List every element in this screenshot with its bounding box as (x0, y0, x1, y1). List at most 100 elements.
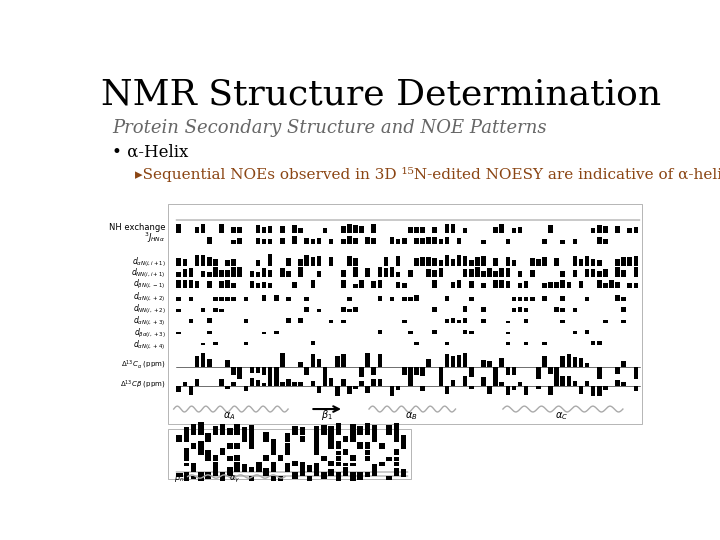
Bar (359, 367, 364, 377)
Bar (354, 386, 358, 389)
Bar (201, 224, 205, 233)
Bar (579, 358, 583, 367)
Bar (305, 254, 309, 266)
Bar (343, 470, 348, 476)
Bar (198, 422, 204, 435)
Text: $\alpha_B$: $\alpha_B$ (405, 410, 417, 422)
Bar (310, 341, 315, 345)
Bar (579, 386, 583, 394)
Bar (567, 281, 571, 288)
Bar (377, 280, 382, 288)
Bar (377, 267, 382, 277)
Bar (250, 367, 254, 373)
Bar (205, 450, 211, 455)
Bar (548, 282, 553, 288)
Bar (390, 267, 395, 277)
Bar (336, 423, 341, 435)
Bar (343, 467, 348, 471)
Bar (262, 383, 266, 386)
Bar (235, 443, 240, 449)
Bar (191, 463, 197, 471)
Bar (463, 256, 467, 266)
Bar (420, 386, 425, 391)
Text: $d_{\beta N(i,-1)}$: $d_{\beta N(i,-1)}$ (133, 278, 166, 291)
Bar (530, 270, 534, 277)
Bar (390, 297, 395, 301)
Text: $\alpha_A$: $\alpha_A$ (223, 410, 235, 422)
Bar (603, 282, 608, 288)
Bar (225, 260, 230, 266)
Bar (634, 367, 638, 380)
Bar (298, 228, 303, 233)
Bar (347, 297, 351, 301)
Bar (280, 353, 284, 367)
Bar (205, 471, 211, 480)
Bar (414, 238, 419, 244)
Bar (524, 307, 528, 312)
Bar (189, 319, 193, 323)
Bar (377, 354, 382, 367)
Bar (262, 282, 266, 288)
Bar (560, 320, 565, 323)
Bar (512, 308, 516, 312)
Bar (463, 353, 467, 367)
Bar (372, 379, 376, 386)
Bar (481, 256, 486, 266)
Bar (572, 381, 577, 386)
Bar (213, 308, 217, 312)
Bar (408, 296, 413, 301)
Bar (201, 308, 205, 312)
Bar (627, 228, 632, 233)
Bar (329, 378, 333, 386)
Bar (616, 295, 620, 301)
Bar (505, 367, 510, 375)
Bar (310, 239, 315, 244)
Bar (274, 378, 279, 386)
Bar (285, 463, 290, 471)
Bar (347, 224, 351, 233)
Bar (372, 367, 376, 375)
Bar (354, 225, 358, 233)
Bar (469, 297, 474, 301)
Bar (572, 269, 577, 277)
Bar (256, 272, 261, 277)
Bar (328, 469, 334, 476)
Bar (219, 379, 224, 386)
Bar (274, 367, 279, 381)
Bar (394, 449, 399, 455)
Bar (387, 424, 392, 435)
Bar (372, 281, 376, 288)
Bar (231, 367, 236, 375)
Bar (278, 455, 283, 461)
Bar (183, 382, 187, 386)
Bar (560, 376, 565, 386)
Bar (183, 280, 187, 288)
Bar (616, 259, 620, 266)
Bar (341, 270, 346, 277)
Bar (475, 257, 480, 266)
Bar (341, 307, 346, 312)
Bar (512, 228, 516, 233)
Bar (243, 319, 248, 323)
Bar (271, 476, 276, 481)
Bar (401, 471, 406, 477)
Bar (402, 284, 407, 288)
Bar (300, 462, 305, 471)
Bar (372, 224, 376, 233)
Bar (292, 225, 297, 233)
Bar (341, 280, 346, 288)
Bar (262, 367, 266, 375)
Bar (357, 442, 363, 449)
Bar (379, 462, 384, 466)
Bar (317, 238, 321, 244)
Text: NH exchange: NH exchange (109, 222, 166, 232)
Bar (359, 226, 364, 233)
Bar (305, 367, 309, 375)
Bar (317, 271, 321, 277)
Bar (300, 427, 305, 435)
Bar (213, 259, 217, 266)
Bar (634, 227, 638, 233)
Bar (256, 367, 261, 373)
Bar (469, 386, 474, 389)
Bar (262, 268, 266, 277)
